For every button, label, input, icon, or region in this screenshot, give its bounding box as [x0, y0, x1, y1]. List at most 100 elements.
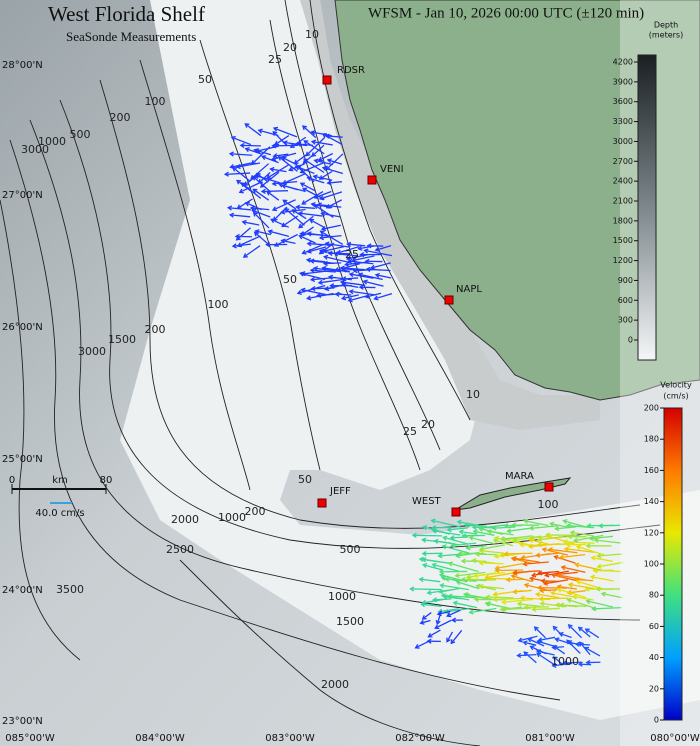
vector-shaft — [446, 609, 461, 617]
current-vector — [253, 231, 271, 246]
current-vector — [511, 555, 540, 563]
vector-head — [373, 295, 379, 301]
vector-head — [592, 567, 598, 573]
vector-head — [277, 155, 283, 161]
vector-head — [541, 547, 547, 553]
current-vector — [291, 209, 307, 220]
current-vector — [566, 597, 596, 609]
vector-head — [591, 606, 597, 612]
current-vector — [501, 598, 534, 605]
vector-head — [503, 551, 509, 557]
vector-shaft — [364, 249, 393, 257]
contour-label: 100 — [208, 298, 229, 311]
current-vector — [563, 546, 595, 553]
vector-head — [295, 204, 301, 210]
vector-shaft — [529, 539, 549, 545]
current-vector — [234, 233, 253, 240]
vector-head — [411, 532, 417, 538]
current-vector — [577, 626, 591, 638]
vector-shaft — [422, 612, 432, 620]
vector-head — [257, 178, 263, 184]
vector-head — [468, 609, 474, 615]
vector-head — [449, 535, 455, 541]
vector-shaft — [290, 136, 307, 148]
vector-head — [485, 594, 491, 600]
vector-head — [528, 537, 534, 543]
vector-shaft — [474, 571, 505, 577]
vector-head — [357, 272, 364, 278]
vector-head — [418, 576, 424, 583]
vector-shaft — [479, 562, 504, 565]
vector-head — [446, 527, 452, 533]
vector-shaft — [327, 159, 343, 165]
current-vector — [458, 529, 478, 535]
current-vector — [365, 266, 391, 272]
vector-shaft — [324, 256, 351, 264]
vector-head — [310, 201, 316, 208]
current-vector — [446, 527, 468, 533]
current-vector — [301, 191, 324, 205]
current-vector — [558, 602, 587, 608]
vector-shaft — [310, 269, 336, 273]
current-vector — [363, 248, 393, 257]
current-vector — [593, 537, 621, 544]
current-vector — [374, 244, 392, 252]
current-vector — [326, 180, 342, 186]
vector-shaft — [547, 535, 576, 546]
current-vector — [296, 284, 326, 295]
vector-head — [272, 153, 278, 159]
scale-vector: 40.0 cm/s — [35, 508, 84, 519]
florida-land — [334, 0, 700, 401]
scale-start: 0 — [9, 475, 15, 486]
vector-head — [327, 274, 334, 280]
current-vector — [431, 525, 451, 531]
vector-shaft — [251, 207, 270, 211]
vector-head — [298, 223, 304, 229]
vector-head — [303, 158, 309, 164]
current-vector — [427, 629, 441, 638]
current-vector — [280, 238, 296, 244]
vector-shaft — [467, 578, 496, 581]
vector-head — [443, 608, 449, 615]
current-vector — [553, 554, 576, 564]
vector-shaft — [347, 254, 368, 260]
current-vector — [362, 279, 384, 287]
vector-head — [235, 163, 241, 170]
depth-tick-label: 3900 — [613, 77, 633, 86]
vector-head — [560, 565, 566, 571]
vector-shaft — [570, 531, 594, 537]
vector-head — [439, 583, 445, 589]
vector-shaft — [410, 588, 442, 591]
vector-shaft — [262, 190, 288, 193]
vector-shaft — [597, 561, 623, 568]
vector-shaft — [548, 548, 578, 554]
vector-head — [466, 576, 472, 582]
vector-shaft — [440, 584, 469, 591]
velocity-tick-label: 20 — [649, 684, 659, 693]
contour-label: 2500 — [166, 543, 194, 556]
velocity-tick-label: 180 — [644, 435, 659, 444]
vector-shaft — [576, 545, 605, 556]
vector-head — [552, 625, 558, 631]
current-vector — [295, 204, 315, 210]
vector-head — [301, 249, 307, 255]
vector-head — [421, 615, 427, 620]
vector-head — [271, 143, 277, 149]
vector-head — [359, 252, 365, 258]
current-vector — [552, 656, 563, 665]
vector-head — [451, 617, 457, 623]
vector-shaft — [302, 243, 324, 255]
vector-head — [316, 292, 322, 299]
vector-head — [414, 644, 420, 649]
vector-head — [341, 276, 347, 282]
vector-shaft — [434, 619, 452, 629]
vector-shaft — [334, 252, 358, 257]
vector-head — [306, 241, 312, 247]
vector-head — [577, 661, 583, 667]
vector-shaft — [479, 585, 505, 590]
current-vector — [558, 631, 572, 639]
vector-head — [454, 572, 460, 579]
contour-label: 100 — [145, 95, 166, 108]
vector-head — [228, 151, 234, 157]
vector-head — [539, 587, 545, 594]
